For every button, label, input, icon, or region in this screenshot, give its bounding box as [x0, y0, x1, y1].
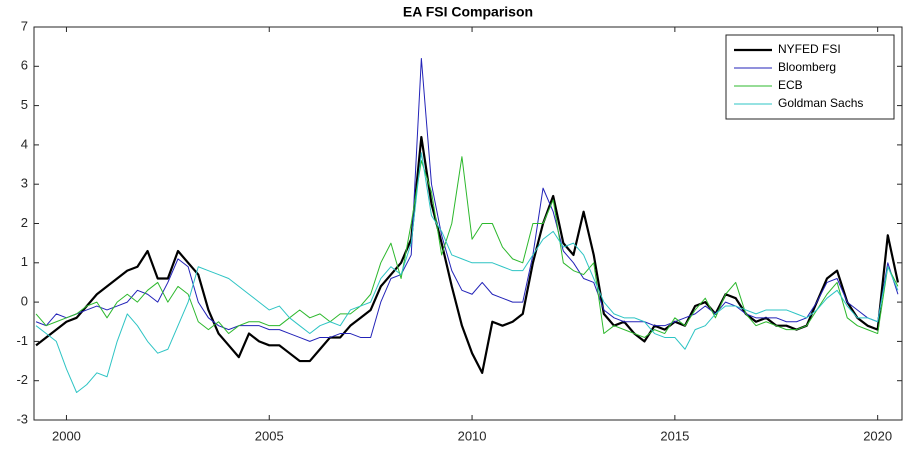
- chart-title: EA FSI Comparison: [403, 4, 533, 20]
- series-line: [35, 135, 900, 374]
- legend-label: Goldman Sachs: [778, 96, 863, 110]
- y-tick-label: -2: [16, 372, 28, 387]
- y-tick-label: 1: [21, 254, 28, 269]
- series-line: [35, 156, 899, 338]
- x-tick-label: 2020: [863, 428, 892, 443]
- x-tick-label: 2015: [660, 428, 689, 443]
- y-tick-label: 7: [21, 18, 28, 33]
- x-tick-label: 2010: [458, 428, 487, 443]
- y-tick-label: -3: [16, 411, 28, 426]
- y-tick-label: 2: [21, 215, 28, 230]
- series-line: [35, 152, 899, 393]
- y-tick-label: 6: [21, 58, 28, 73]
- y-tick-label: -1: [16, 333, 28, 348]
- y-tick-label: 3: [21, 176, 28, 191]
- plot-frame: [33, 26, 903, 421]
- y-tick-label: 5: [21, 97, 28, 112]
- legend-label: NYFED FSI: [778, 42, 841, 56]
- y-tick-label: 0: [21, 294, 28, 309]
- legend-label: ECB: [778, 78, 803, 92]
- y-tick-label: 4: [21, 136, 28, 151]
- x-tick-label: 2000: [52, 428, 81, 443]
- legend: NYFED FSI Bloomberg ECB Goldman Sachs: [725, 34, 895, 120]
- x-tick-label: 2005: [255, 428, 284, 443]
- legend-label: Bloomberg: [778, 60, 836, 74]
- series-line: [35, 57, 899, 342]
